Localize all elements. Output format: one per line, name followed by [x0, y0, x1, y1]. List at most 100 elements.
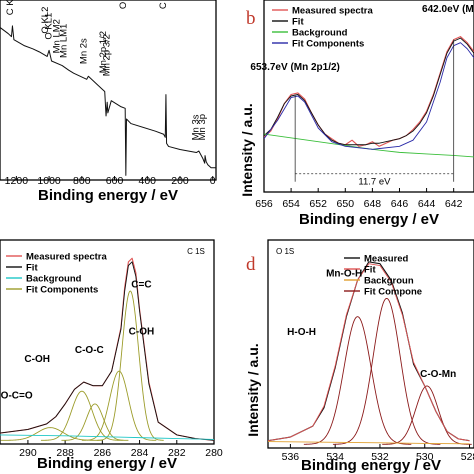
panel-letter: d [246, 254, 256, 275]
measured-spectra-series-line [264, 36, 474, 147]
legend-entry: Fit [364, 265, 376, 276]
peak-annotation: C=C [131, 279, 151, 290]
x-tick-label: 1200 [5, 175, 29, 187]
x-tick-label: 656 [255, 198, 273, 210]
x-tick-label: 288 [56, 447, 74, 459]
x-tick-label: 600 [106, 175, 124, 187]
x-tick-label: 534 [326, 451, 344, 463]
panel-title: O 1S [276, 247, 294, 256]
legend-entry: Backgroun [364, 276, 414, 287]
plot-area [0, 257, 214, 441]
legend-entry: Measured [364, 254, 409, 265]
x-tick-label: 642 [445, 198, 463, 210]
x-axis-label: Binding energy / eV [301, 457, 441, 474]
fit-component-line [332, 297, 441, 445]
legend-entry: Measured spectra [292, 6, 374, 17]
x-tick-label: 1000 [37, 175, 61, 187]
x-tick-label: 280 [205, 447, 223, 459]
legend-entry: Background [292, 28, 348, 39]
legend-entry: Background [26, 274, 82, 285]
panel-c-c1s-spectrum: 290 288 286 284 282 280 Binding energy / eV C=C… [0, 239, 223, 472]
peak-annotation: O KL1 [44, 13, 55, 40]
x-tick-label: 528 [461, 451, 474, 463]
fit-component-line [81, 370, 157, 441]
fit-component-line [61, 403, 129, 441]
peak-annotation: Mn LM2 [52, 19, 63, 53]
fit-component-line [96, 290, 164, 441]
peak-annotation: Mn 3s [190, 114, 201, 140]
fit-component-line [382, 385, 472, 445]
peak-annotation: Mn-O-H [326, 268, 362, 279]
plot-area [268, 261, 472, 445]
peak-annotation: Mn 2s [79, 38, 90, 64]
x-axis-label: Binding energy / eV [37, 455, 177, 472]
panel-a-survey-spectrum: 1200 1000 800 600 400 200 0 Binding energy / eV… [0, 0, 217, 204]
plot-frame [0, 239, 215, 445]
peak-annotation: C-O-C [75, 345, 104, 356]
plot-area [0, 25, 216, 176]
plot-frame [0, 0, 217, 181]
x-tick-label: 530 [416, 451, 434, 463]
plot-frame [263, 0, 474, 193]
background-series-line [0, 434, 214, 440]
fit-component-line [303, 316, 412, 445]
fit-components-series-line [264, 42, 474, 150]
panel-title: C 1S [187, 247, 205, 256]
x-tick-label: 646 [391, 198, 409, 210]
peak-annotation: C-O-Mn [420, 369, 456, 380]
x-tick-label: 650 [337, 198, 355, 210]
x-axis-label: Binding energy / eV [38, 187, 178, 204]
x-tick-label: 536 [282, 451, 300, 463]
peak-annotation: H-O-H [287, 327, 316, 338]
x-tick-label: 400 [139, 175, 157, 187]
x-tick-label: 0 [210, 175, 216, 187]
peak-annotation: Mn 2p 1/2 [98, 31, 109, 73]
panel-d-o1s-spectrum: 536 534 532 530 528 Binding energy / eV Intens… [245, 239, 474, 474]
peak-annotation: C-OH [129, 327, 155, 338]
peak-annotation: C KL1 [5, 0, 16, 15]
plot-frame [267, 239, 474, 449]
legend-entry: Fit Components [292, 39, 364, 50]
peak-annotation: Mn 2p 3/2 [101, 34, 112, 76]
x-tick-label: 652 [309, 198, 327, 210]
peak-annotation: Mn 3p [197, 114, 208, 140]
x-tick-label: 286 [94, 447, 112, 459]
legend-entry: Fit [26, 263, 38, 274]
x-tick-label: 644 [418, 198, 436, 210]
peak-annotation: O 1s [118, 0, 129, 9]
y-axis-label: Intensity / a.u. [239, 103, 255, 196]
x-tick-label: 648 [364, 198, 382, 210]
legend-entry: Fit Components [26, 285, 98, 296]
legend-entry: Fit Compone [364, 287, 422, 298]
x-tick-label: 284 [131, 447, 149, 459]
peak-annotation: HO-C=O [0, 390, 33, 401]
x-tick-label: 654 [282, 198, 300, 210]
panel-b-mn2p-spectrum: 65665465265064864664464264Binding energy… [239, 0, 474, 228]
fit-component-line [40, 390, 123, 441]
background-series-line [268, 441, 470, 445]
y-axis-label: Intensity / a.u. [245, 343, 261, 436]
peak-annotation: C 1s [158, 0, 169, 9]
fit-component-line [0, 427, 103, 441]
survey-series-line [0, 25, 216, 176]
panel-letter: b [246, 8, 256, 29]
fit-series-line [268, 263, 470, 442]
peak-annotation: 653.7eV (Mn 2p1/2) [250, 62, 339, 73]
peak-annotation: Mn LM1 [58, 24, 69, 58]
x-tick-label: 800 [73, 175, 91, 187]
fit-series-line [0, 261, 214, 441]
x-tick-label: 282 [168, 447, 186, 459]
peak-annotation: C-OH [24, 354, 50, 365]
fit-series-line [264, 37, 474, 146]
peak-annotation: O KL2 [40, 7, 51, 34]
peak-annotation: 642.0eV (Mn [422, 4, 474, 15]
x-tick-label: 290 [19, 447, 37, 459]
legend-entry: Measured spectra [26, 252, 108, 263]
splitting-label: 11.7 eV [358, 177, 391, 188]
x-axis-label: Binding energy / eV [299, 211, 439, 228]
x-tick-label: 200 [171, 175, 189, 187]
x-tick-label: 532 [371, 451, 389, 463]
